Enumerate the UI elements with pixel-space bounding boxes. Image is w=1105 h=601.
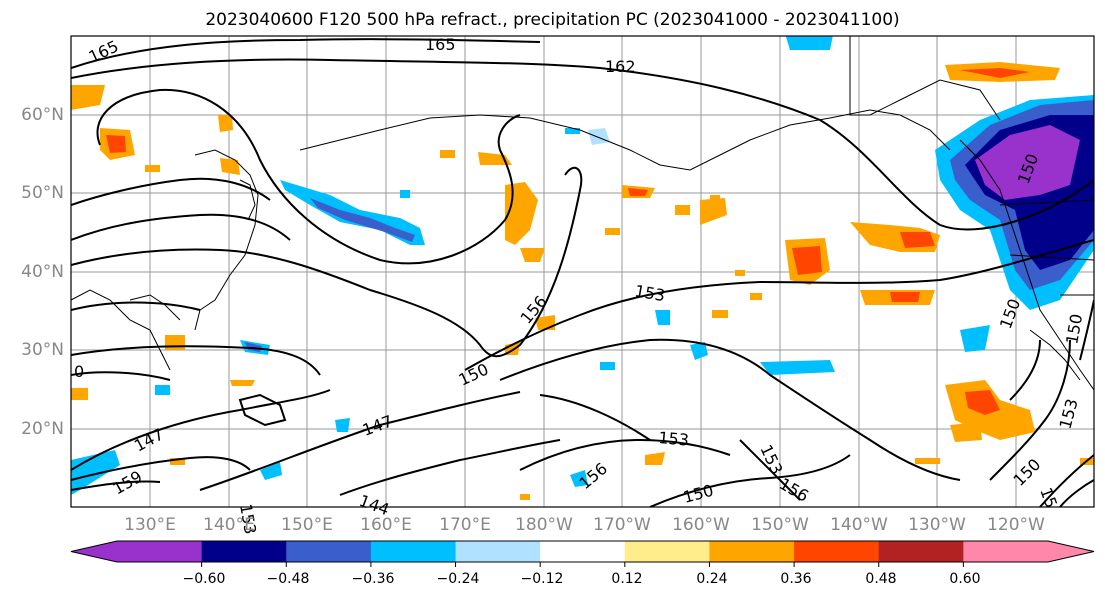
- colorbar-swatch: [963, 541, 1049, 562]
- lon-label: 140°W: [830, 515, 888, 535]
- contour-label: 165: [425, 35, 456, 54]
- contour-label: 162: [605, 57, 636, 76]
- colorbar-swatch: [370, 541, 457, 562]
- lon-label: 170°W: [593, 515, 651, 535]
- colorbar-tick-label: 0.60: [949, 571, 981, 587]
- lon-label: 130°W: [908, 515, 966, 535]
- map-title: 2023040600 F120 500 hPa refract., precip…: [205, 10, 900, 30]
- colorbar-swatch: [794, 541, 880, 562]
- colorbar-tick-label: 0.24: [696, 571, 728, 587]
- lat-label: 20°N: [21, 419, 64, 439]
- height-contours: [71, 38, 1094, 507]
- colorbar-swatch: [117, 541, 203, 562]
- lon-label: 170°E: [439, 515, 491, 535]
- colorbar-extend-min: [71, 541, 117, 562]
- colorbar: [70, 540, 1095, 567]
- lon-label: 130°E: [124, 515, 176, 535]
- lat-label: 40°N: [21, 262, 64, 282]
- graticule: [71, 36, 1094, 507]
- lon-label: 180°W: [515, 515, 573, 535]
- lon-label: 150°W: [751, 515, 809, 535]
- colorbar-tick-label: −0.60: [182, 571, 226, 587]
- colorbar-swatch: [624, 541, 710, 562]
- colorbar-tick-label: 0.48: [865, 571, 897, 587]
- lon-label: 120°W: [987, 515, 1045, 535]
- coastlines: [71, 36, 1094, 391]
- contour-label: 0: [74, 362, 84, 381]
- positive-anomaly-shading: [71, 62, 1094, 500]
- lon-label: 160°E: [360, 515, 412, 535]
- colorbar-swatch: [540, 541, 626, 562]
- contour-label: 153: [658, 428, 690, 450]
- colorbar-swatch: [455, 541, 541, 562]
- colorbar-tick-label: −0.12: [520, 571, 564, 587]
- colorbar-tick-label: 0.36: [780, 571, 812, 587]
- lon-label: 160°W: [672, 515, 730, 535]
- colorbar-swatch: [709, 541, 795, 562]
- lat-label: 30°N: [21, 340, 64, 360]
- lat-label: 50°N: [21, 183, 64, 203]
- colorbar-swatch: [201, 541, 287, 562]
- map-frame: [70, 35, 1095, 508]
- colorbar-swatch: [286, 541, 372, 562]
- colorbar-outline: [70, 540, 1095, 563]
- lat-label: 60°N: [21, 105, 64, 125]
- colorbar-tick-label: −0.36: [351, 571, 395, 587]
- lon-label: 150°E: [281, 515, 333, 535]
- lon-label: 140°E: [203, 515, 255, 535]
- colorbar-tick-label: −0.24: [436, 571, 480, 587]
- colorbar-extend-max: [1048, 541, 1094, 562]
- colorbar-tick-label: 0.12: [611, 571, 643, 587]
- negative-anomaly-shading: [71, 36, 1094, 495]
- colorbar-swatch: [878, 541, 964, 562]
- colorbar-tick-label: −0.48: [266, 571, 310, 587]
